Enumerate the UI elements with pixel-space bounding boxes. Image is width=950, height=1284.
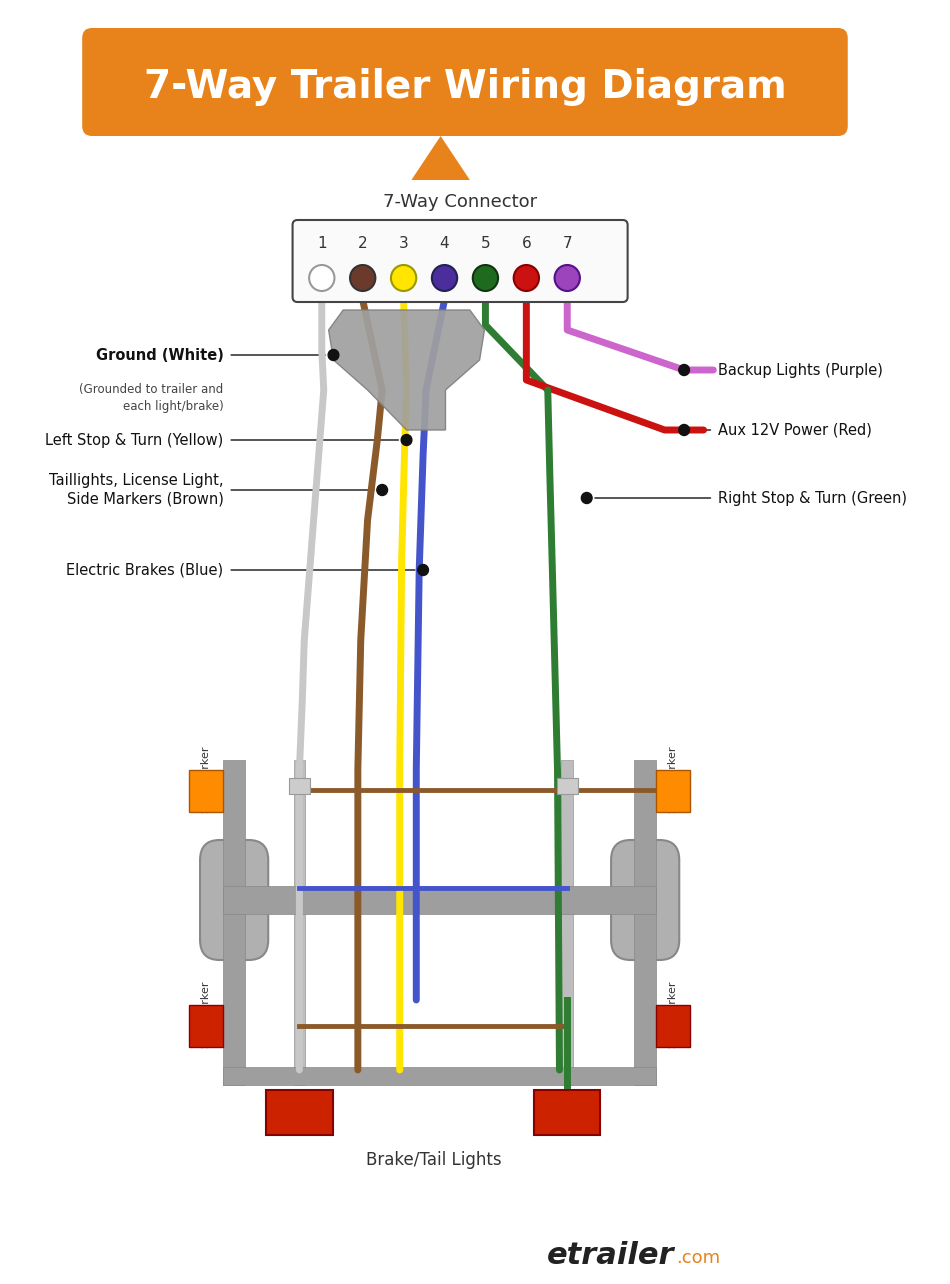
Text: Taillights, License Light,
Side Markers (Brown): Taillights, License Light, Side Markers …: [48, 474, 223, 507]
Bar: [189, 1005, 223, 1046]
Circle shape: [377, 484, 388, 496]
Text: Side Marker: Side Marker: [668, 746, 678, 813]
Circle shape: [581, 493, 592, 503]
Circle shape: [418, 565, 428, 575]
Polygon shape: [411, 136, 470, 180]
Circle shape: [678, 425, 690, 435]
Text: Right Stop & Turn (Green): Right Stop & Turn (Green): [718, 490, 907, 506]
Ellipse shape: [555, 265, 580, 291]
Ellipse shape: [514, 265, 539, 291]
Bar: [223, 886, 656, 914]
Circle shape: [678, 365, 690, 375]
Bar: [635, 760, 655, 1085]
FancyBboxPatch shape: [293, 220, 628, 302]
Bar: [557, 778, 578, 794]
Text: 1: 1: [317, 236, 327, 252]
Circle shape: [328, 349, 339, 361]
Circle shape: [401, 434, 412, 446]
Text: .com: .com: [676, 1249, 720, 1267]
Text: Ground (White): Ground (White): [96, 348, 223, 362]
Ellipse shape: [350, 265, 375, 291]
Bar: [223, 760, 245, 1085]
Bar: [561, 760, 573, 1085]
Bar: [266, 1090, 332, 1135]
Ellipse shape: [391, 265, 416, 291]
Text: etrailer: etrailer: [547, 1240, 674, 1270]
Text: 7-Way Connector: 7-Way Connector: [383, 193, 537, 211]
Text: 3: 3: [399, 236, 408, 252]
Ellipse shape: [473, 265, 498, 291]
FancyBboxPatch shape: [611, 840, 679, 960]
Text: 7-Way Trailer Wiring Diagram: 7-Way Trailer Wiring Diagram: [143, 68, 787, 107]
Bar: [289, 778, 310, 794]
Bar: [656, 1005, 690, 1046]
Text: Side Marker: Side Marker: [201, 981, 212, 1048]
Text: Backup Lights (Purple): Backup Lights (Purple): [718, 362, 884, 377]
Bar: [223, 1067, 656, 1085]
Text: Brake/Tail Lights: Brake/Tail Lights: [366, 1150, 502, 1168]
Text: 2: 2: [358, 236, 368, 252]
Text: Side Marker: Side Marker: [201, 746, 212, 813]
Text: 5: 5: [481, 236, 490, 252]
FancyBboxPatch shape: [83, 28, 847, 136]
Ellipse shape: [309, 265, 334, 291]
Text: 7: 7: [562, 236, 572, 252]
Bar: [534, 1090, 600, 1135]
Ellipse shape: [432, 265, 457, 291]
Text: Electric Brakes (Blue): Electric Brakes (Blue): [66, 562, 223, 578]
Bar: [189, 770, 223, 811]
Bar: [656, 770, 690, 811]
Text: (Grounded to trailer and
each light/brake): (Grounded to trailer and each light/brak…: [79, 383, 223, 413]
Text: Left Stop & Turn (Yellow): Left Stop & Turn (Yellow): [46, 433, 223, 448]
Text: 4: 4: [440, 236, 449, 252]
Text: Side Marker: Side Marker: [668, 981, 678, 1048]
FancyBboxPatch shape: [200, 840, 268, 960]
Text: Aux 12V Power (Red): Aux 12V Power (Red): [718, 422, 872, 438]
Text: 6: 6: [522, 236, 531, 252]
Polygon shape: [329, 309, 484, 430]
Bar: [294, 760, 305, 1085]
